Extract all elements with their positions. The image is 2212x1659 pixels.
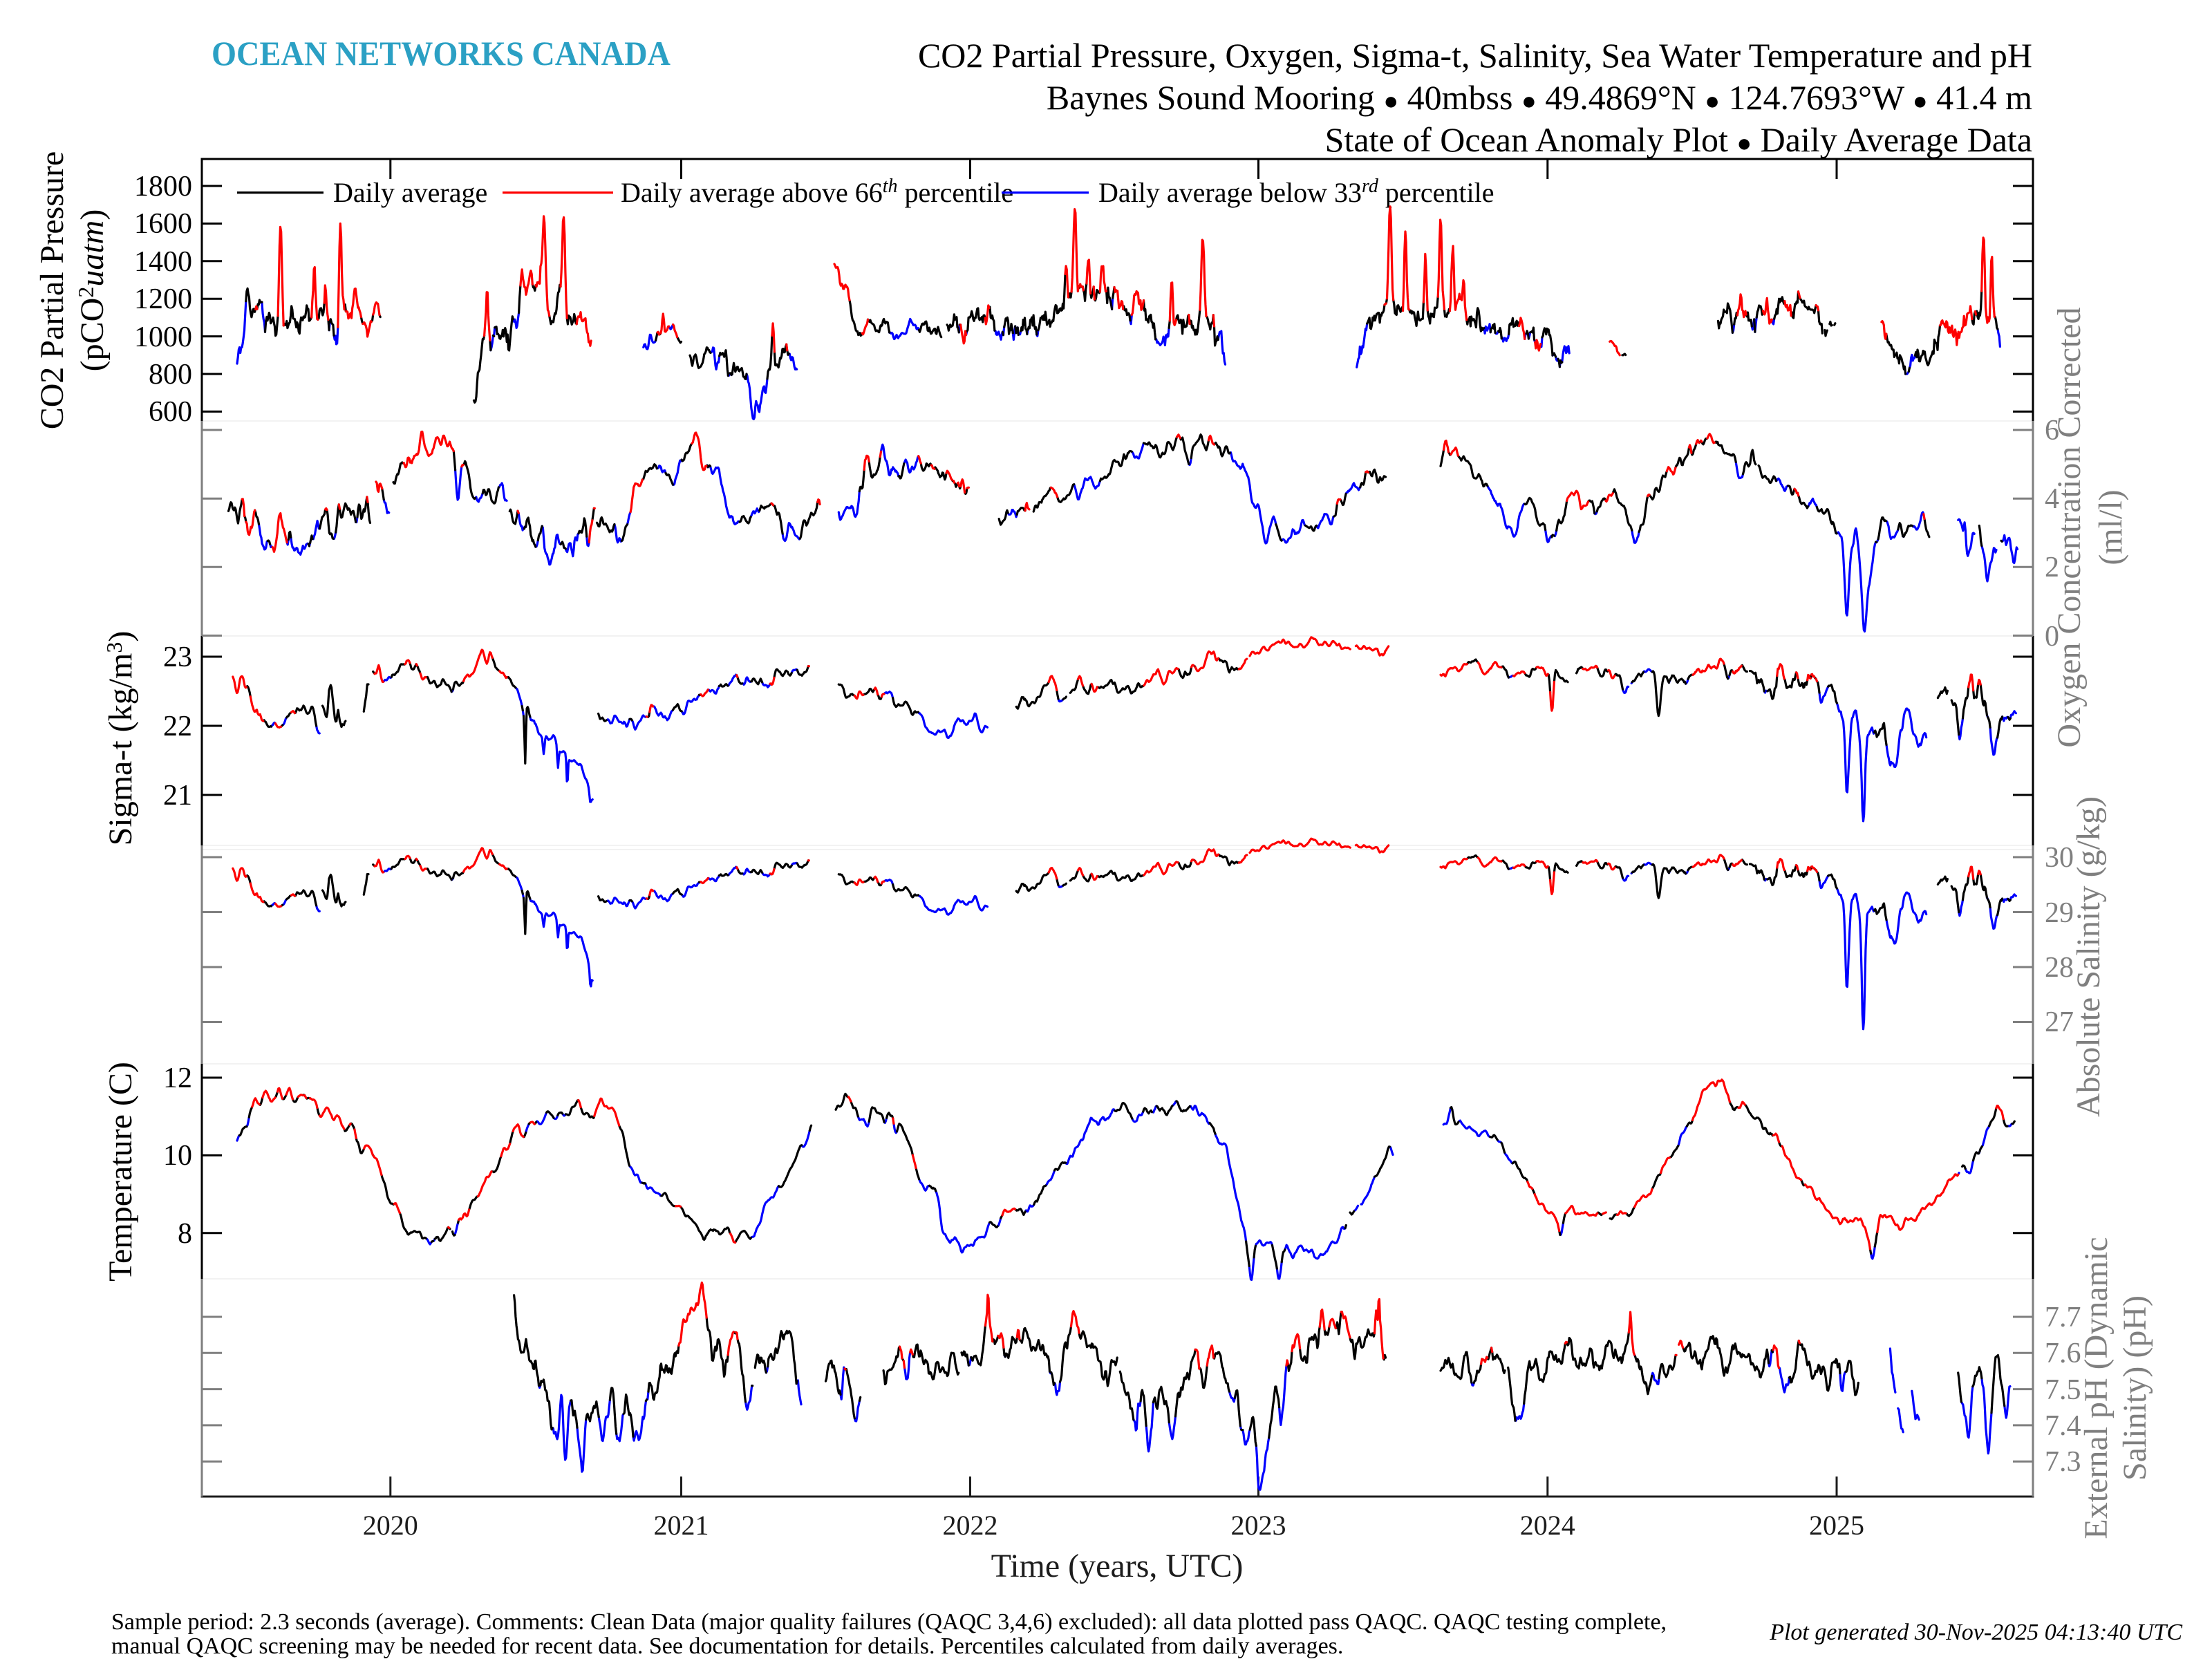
svg-text:Sigma-t (kg/m3): Sigma-t (kg/m3) (102, 631, 139, 846)
svg-text:Plot generated 30-Nov-2025 04:: Plot generated 30-Nov-2025 04:13:40 UTC (1769, 1620, 2182, 1645)
svg-text:2020: 2020 (363, 1510, 418, 1541)
svg-text:10: 10 (163, 1140, 192, 1172)
svg-text:28: 28 (2045, 952, 2074, 984)
svg-text:22: 22 (163, 711, 192, 742)
svg-text:1200: 1200 (134, 283, 192, 315)
svg-text:CO2 Partial Pressure: CO2 Partial Pressure (34, 151, 71, 430)
svg-text:2022: 2022 (943, 1510, 998, 1541)
svg-text:8: 8 (178, 1218, 192, 1250)
svg-text:7.3: 7.3 (2045, 1446, 2081, 1478)
svg-text:30: 30 (2045, 842, 2074, 874)
svg-text:2024: 2024 (1520, 1510, 1575, 1541)
svg-text:2025: 2025 (1809, 1510, 1864, 1541)
svg-text:(ml/l): (ml/l) (2092, 489, 2129, 565)
svg-text:1400: 1400 (134, 246, 192, 278)
svg-text:Time (years, UTC): Time (years, UTC) (991, 1548, 1244, 1584)
svg-text:7.4: 7.4 (2045, 1410, 2081, 1442)
svg-text:27: 27 (2045, 1006, 2074, 1038)
svg-text:1800: 1800 (134, 171, 192, 203)
svg-text:Daily average below 33rd perce: Daily average below 33rd percentile (1098, 176, 1494, 208)
svg-text:800: 800 (149, 359, 192, 391)
svg-text:State of Ocean Anomaly Plot ●: State of Ocean Anomaly Plot ● Daily Aver… (1325, 120, 2032, 159)
svg-text:OCEAN NETWORKS CANADA: OCEAN NETWORKS CANADA (212, 34, 671, 73)
svg-text:Sample period: 2.3 seconds (av: Sample period: 2.3 seconds (average). Co… (111, 1609, 1667, 1635)
svg-text:0: 0 (2045, 621, 2059, 653)
svg-text:7.5: 7.5 (2045, 1374, 2081, 1406)
svg-text:manual QAQC screening may be n: manual QAQC screening may be needed for … (111, 1633, 1343, 1659)
svg-text:Baynes Sound Mooring ● 40mbss: Baynes Sound Mooring ● 40mbss ● 49.4869°… (1047, 78, 2032, 117)
svg-text:2: 2 (2045, 552, 2059, 583)
svg-text:6: 6 (2045, 415, 2059, 447)
svg-text:12: 12 (163, 1062, 192, 1094)
svg-text:2023: 2023 (1231, 1510, 1286, 1541)
svg-text:Temperature (C): Temperature (C) (102, 1062, 139, 1282)
svg-text:(pCO2uatm): (pCO2uatm) (73, 209, 111, 372)
svg-text:23: 23 (163, 641, 192, 673)
svg-text:Oxygen Concentration Corrected: Oxygen Concentration Corrected (2051, 307, 2088, 747)
svg-text:External pH (Dynamic: External pH (Dynamic (2078, 1237, 2115, 1539)
svg-text:Salinity) (pH): Salinity) (pH) (2117, 1295, 2153, 1481)
svg-text:1600: 1600 (134, 208, 192, 240)
svg-text:Daily average: Daily average (333, 177, 487, 208)
svg-text:21: 21 (163, 780, 192, 812)
svg-text:Absolute Salinity (g/kg): Absolute Salinity (g/kg) (2070, 796, 2107, 1117)
svg-text:CO2 Partial Pressure, Oxygen,: CO2 Partial Pressure, Oxygen, Sigma-t, S… (918, 36, 2032, 75)
svg-text:7.7: 7.7 (2045, 1302, 2081, 1333)
svg-text:29: 29 (2045, 897, 2074, 929)
svg-text:4: 4 (2045, 483, 2059, 515)
svg-text:7.6: 7.6 (2045, 1338, 2081, 1369)
svg-text:1000: 1000 (134, 321, 192, 353)
svg-text:Daily average above 66th perce: Daily average above 66th percentile (621, 176, 1013, 208)
svg-text:2021: 2021 (654, 1510, 709, 1541)
svg-text:600: 600 (149, 396, 192, 428)
